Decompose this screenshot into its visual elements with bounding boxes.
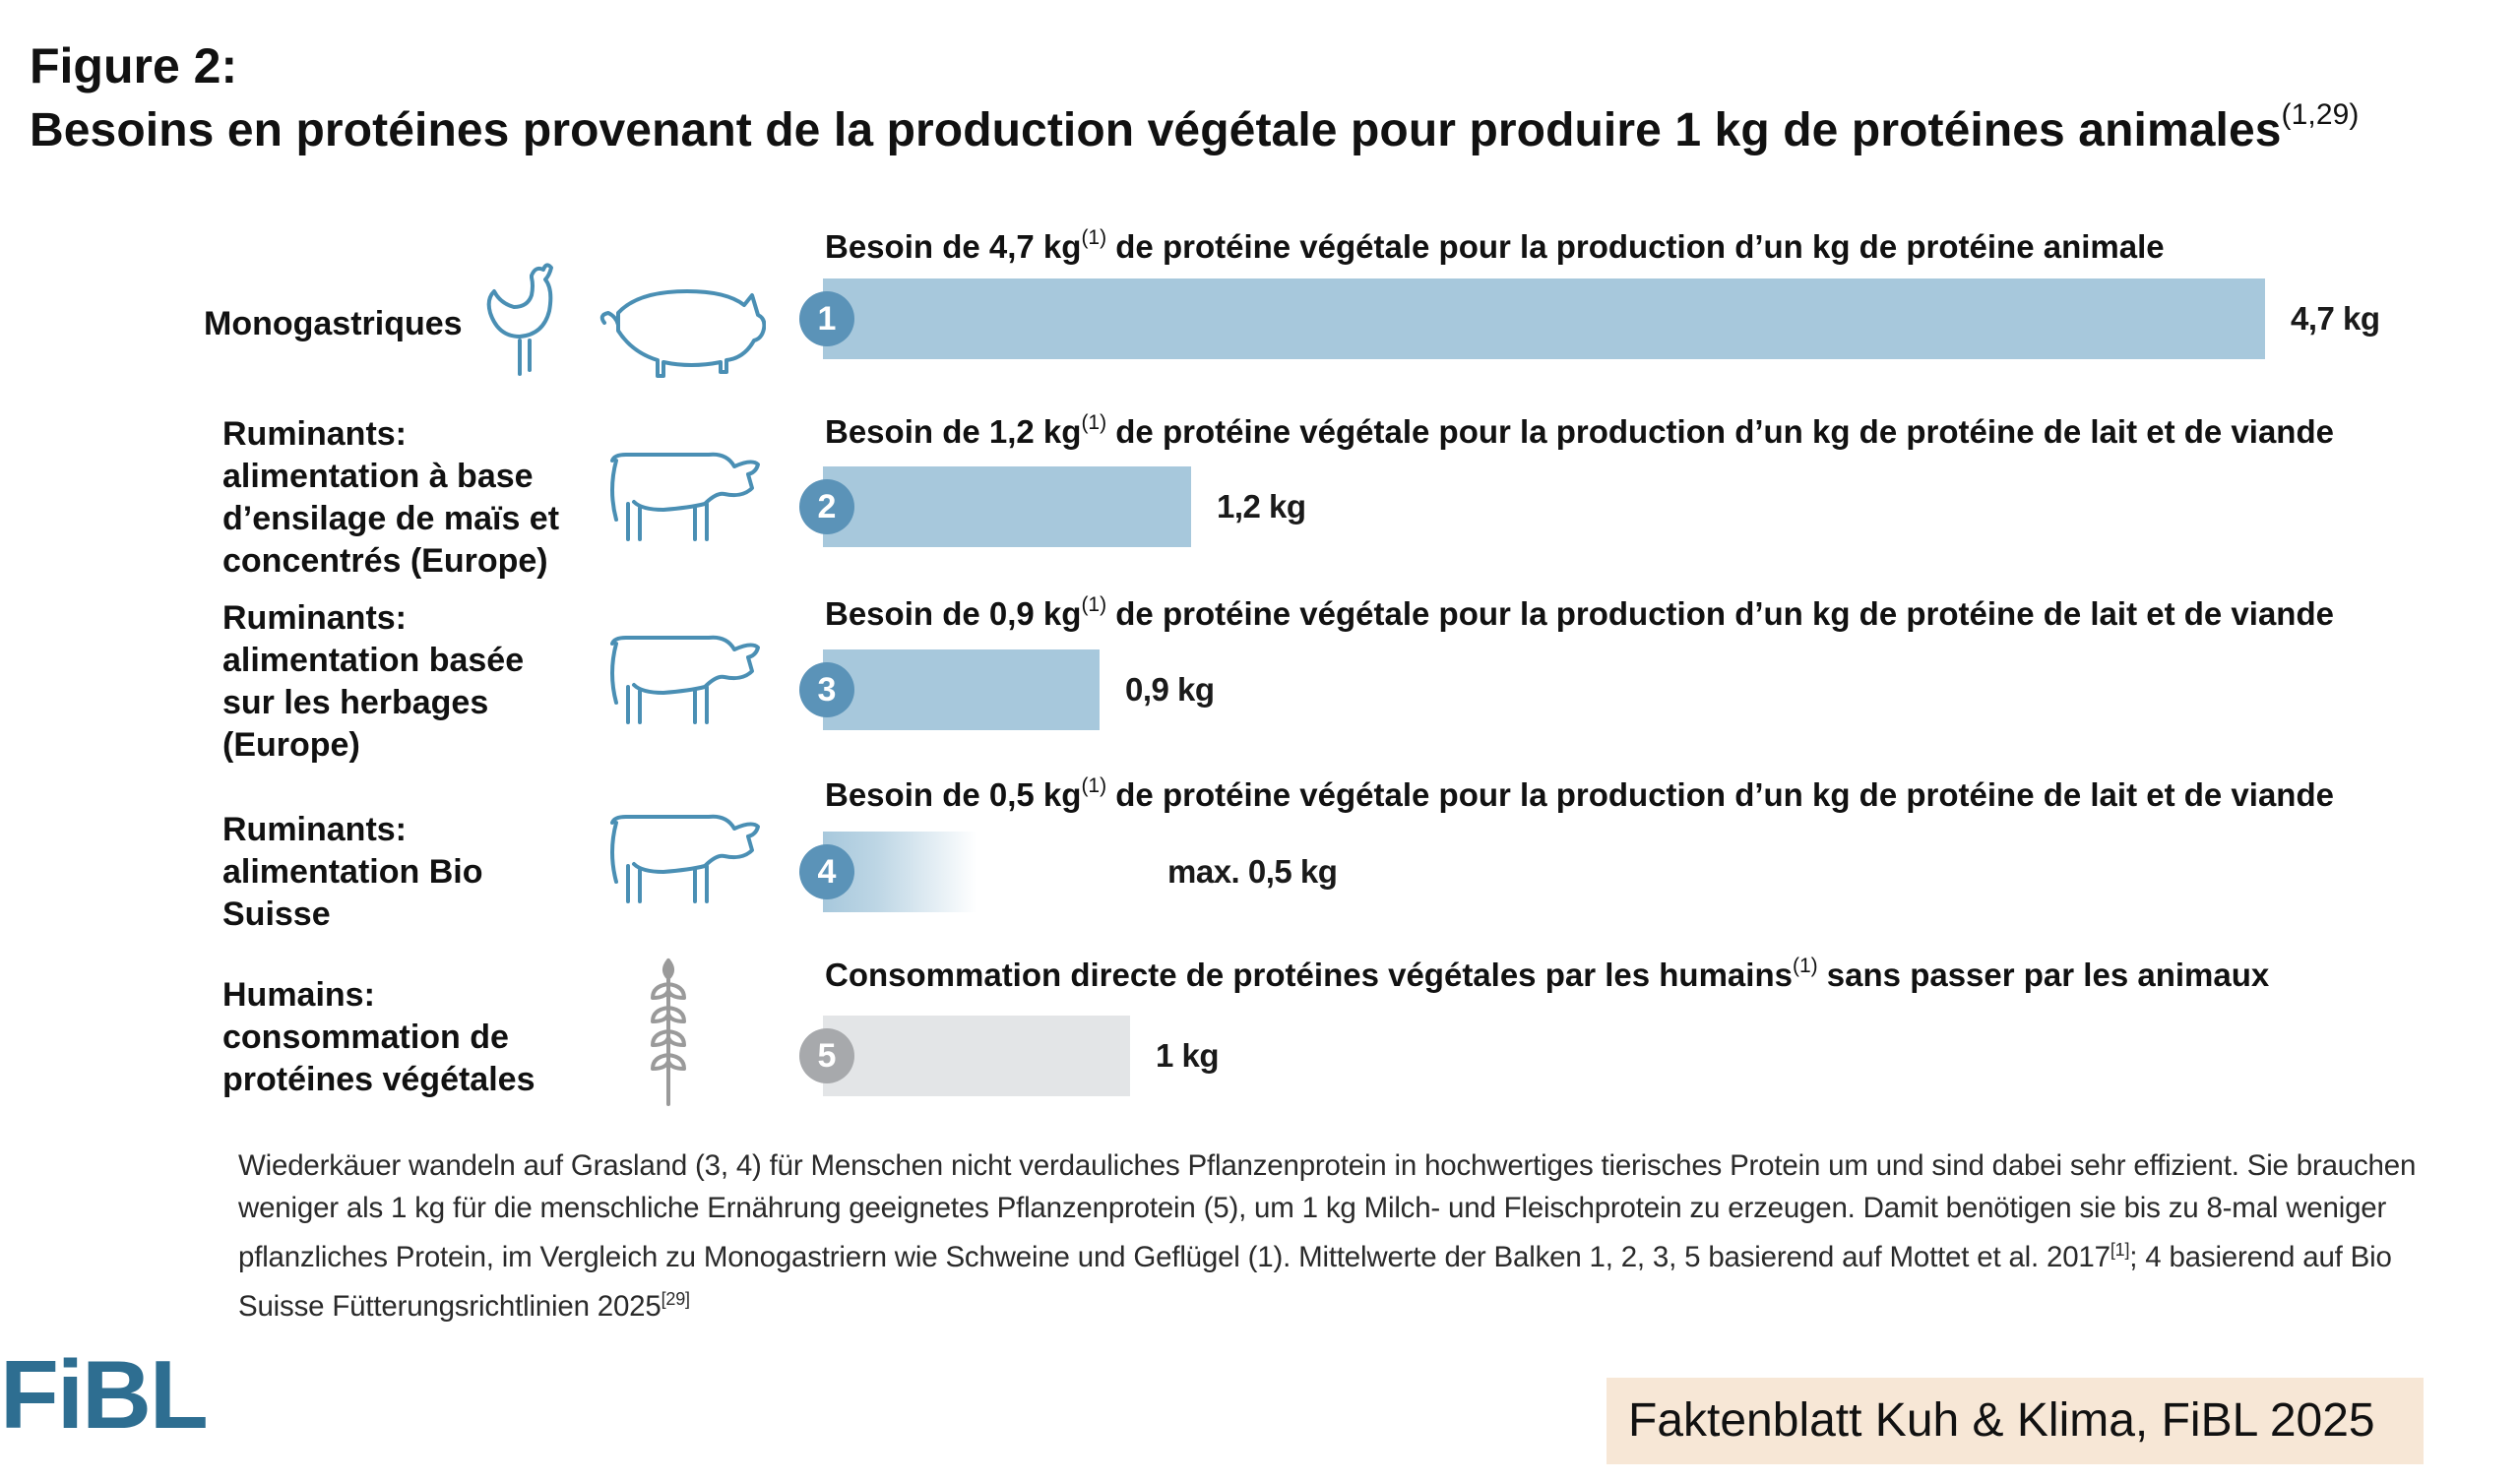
bar-number-badge: 2 — [799, 479, 854, 534]
caption-ref-1: [1] — [2110, 1240, 2130, 1260]
category-label-3: Ruminants: alimentation basée sur les herb… — [222, 597, 524, 767]
title-reference: (1,29) — [2281, 98, 2360, 131]
bar-number-badge: 4 — [799, 844, 854, 899]
cow-icon — [600, 805, 768, 907]
category-label-5: Humains: consommation de protéines végétal… — [222, 974, 535, 1101]
bar-number-badge: 1 — [799, 291, 854, 346]
category-label-line: Ruminants: — [222, 415, 407, 453]
category-label-4: Ruminants: alimentation Bio Suisse — [222, 809, 482, 936]
figure-label: Figure 2: — [30, 38, 238, 93]
category-label-line: consommation de — [222, 1019, 509, 1056]
bar-2 — [823, 466, 1191, 547]
bar-value-label-4: max. 0,5 kg — [1167, 853, 1338, 890]
figure-title: Besoins en protéines provenant de la pro… — [30, 98, 2360, 156]
category-label-line: Ruminants: — [222, 811, 407, 848]
row-heading-3: Besoin de 0,9 kg(1) de protéine végétale… — [825, 593, 2334, 632]
category-label-line: sur les herbages — [222, 684, 489, 721]
row-heading-1: Besoin de 4,7 kg(1) de protéine végétale… — [825, 226, 2165, 265]
chicken-icon — [480, 254, 565, 378]
bar-number-badge: 3 — [799, 662, 854, 717]
caption: Wiederkäuer wandeln auf Grasland (3, 4) … — [238, 1149, 2417, 1324]
bar-value-label-2: 1,2 kg — [1217, 488, 1306, 525]
category-label-line: Humains: — [222, 976, 375, 1014]
cow-icon — [600, 443, 768, 545]
row-heading-2: Besoin de 1,2 kg(1) de protéine végétale… — [825, 411, 2334, 450]
category-label-1: Monogastriques — [204, 303, 463, 345]
bar-3 — [823, 649, 1100, 730]
fibl-logo: FiBL — [0, 1340, 209, 1449]
category-label-line: alimentation basée — [222, 642, 525, 679]
category-label-line: protéines végétales — [222, 1061, 536, 1098]
source-note: Faktenblatt Kuh & Klima, FiBL 2025 — [1606, 1378, 2424, 1464]
category-label-line: Monogastriques — [204, 305, 463, 342]
category-label-line: Suisse — [222, 895, 331, 933]
category-label-line: d’ensilage de maïs et — [222, 500, 560, 537]
bar-5 — [823, 1016, 1130, 1096]
category-label-line: alimentation Bio — [222, 853, 483, 891]
caption-ref-2: [29] — [661, 1289, 690, 1310]
bar-value-label-5: 1 kg — [1156, 1037, 1220, 1074]
category-label-line: (Europe) — [222, 726, 360, 764]
bar-value-label-3: 0,9 kg — [1125, 671, 1215, 708]
bar-1 — [823, 278, 2265, 359]
category-label-line: alimentation à base — [222, 458, 534, 495]
pig-icon — [597, 283, 766, 378]
row-heading-5: Consommation directe de protéines végéta… — [825, 955, 2270, 993]
category-label-line: Ruminants: — [222, 599, 407, 637]
cow-icon — [600, 626, 768, 728]
category-label-line: concentrés (Europe) — [222, 542, 548, 580]
wheat-icon — [646, 955, 691, 1108]
category-label-2: Ruminants: alimentation à base d’ensilage … — [222, 413, 559, 583]
bar-number-badge: 5 — [799, 1028, 854, 1083]
row-heading-4: Besoin de 0,5 kg(1) de protéine végétale… — [825, 774, 2334, 813]
bar-value-label-1: 4,7 kg — [2291, 300, 2380, 337]
